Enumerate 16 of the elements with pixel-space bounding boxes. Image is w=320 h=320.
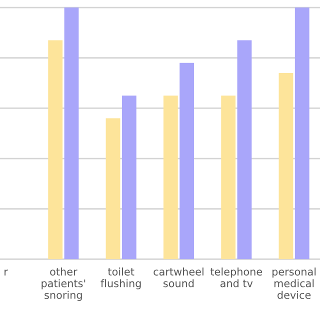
bar (237, 40, 252, 260)
x-tick-label: toilet flushing (100, 268, 141, 290)
x-tick-label: other patients' snoring (42, 268, 86, 301)
x-tick-label: personal medical device (272, 268, 316, 299)
bar (106, 118, 120, 260)
x-tick-label: telephone and tv (210, 268, 262, 288)
bar (180, 62, 194, 260)
bar (64, 8, 79, 260)
bar (278, 72, 294, 260)
x-tick-label: r (4, 270, 8, 276)
bar (48, 40, 63, 260)
bar (163, 96, 178, 260)
bar (122, 96, 136, 260)
bar (221, 96, 236, 260)
x-tick-label: cartwheel sound (154, 268, 204, 288)
bar (294, 8, 310, 260)
